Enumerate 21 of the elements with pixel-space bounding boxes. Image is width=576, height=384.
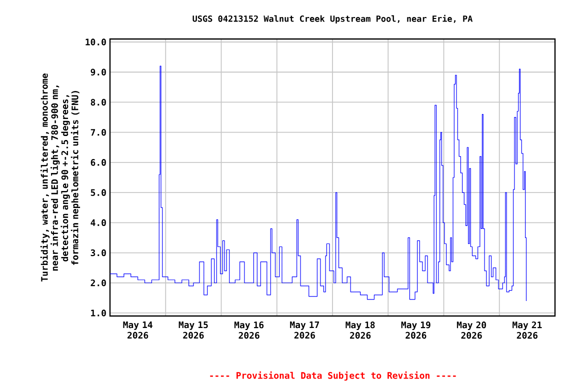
x-tick-label: May 17 2026 [290,322,319,339]
y-tick-label: 6.0 [90,159,106,166]
y-tick-label: 1.0 [91,310,106,316]
text: ---- Provisional Data Subject to Revision ---- [210,371,456,381]
y-tick-label: 5.0 [90,189,106,196]
y-tick-label: 3.0 [90,249,106,256]
y-axis-title: Turbidity, water, unfiltered, monochrome near infra-red LED light, 780-900 nm, detection angle 90 +-2.5 degrees, formazin nephelometric units (FNU) [40,74,80,282]
y-tick-label: 10.0 [86,38,106,46]
x-tick-label: May 21 2026 [512,322,542,339]
y-tick-label: 8.0 [90,98,106,106]
x-tick-label: May 18 2026 [346,322,375,339]
chart-title: USGS 04213152 Walnut Creek Upstream Pool, near Erie, PA [192,14,473,24]
x-tick-label: May 20 2026 [456,322,486,339]
y-tick-label: 4.0 [90,219,106,226]
x-tick-label: May 15 2026 [178,322,208,339]
x-tick-label: May 16 2026 [234,322,264,339]
y-tick-label: 7.0 [90,128,106,136]
y-tick-label: 2.0 [90,279,106,286]
x-tick-label: May 19 2026 [401,322,430,339]
x-tick-label: May 14 2026 [123,322,152,339]
y-tick-label: 9.0 [90,68,106,76]
